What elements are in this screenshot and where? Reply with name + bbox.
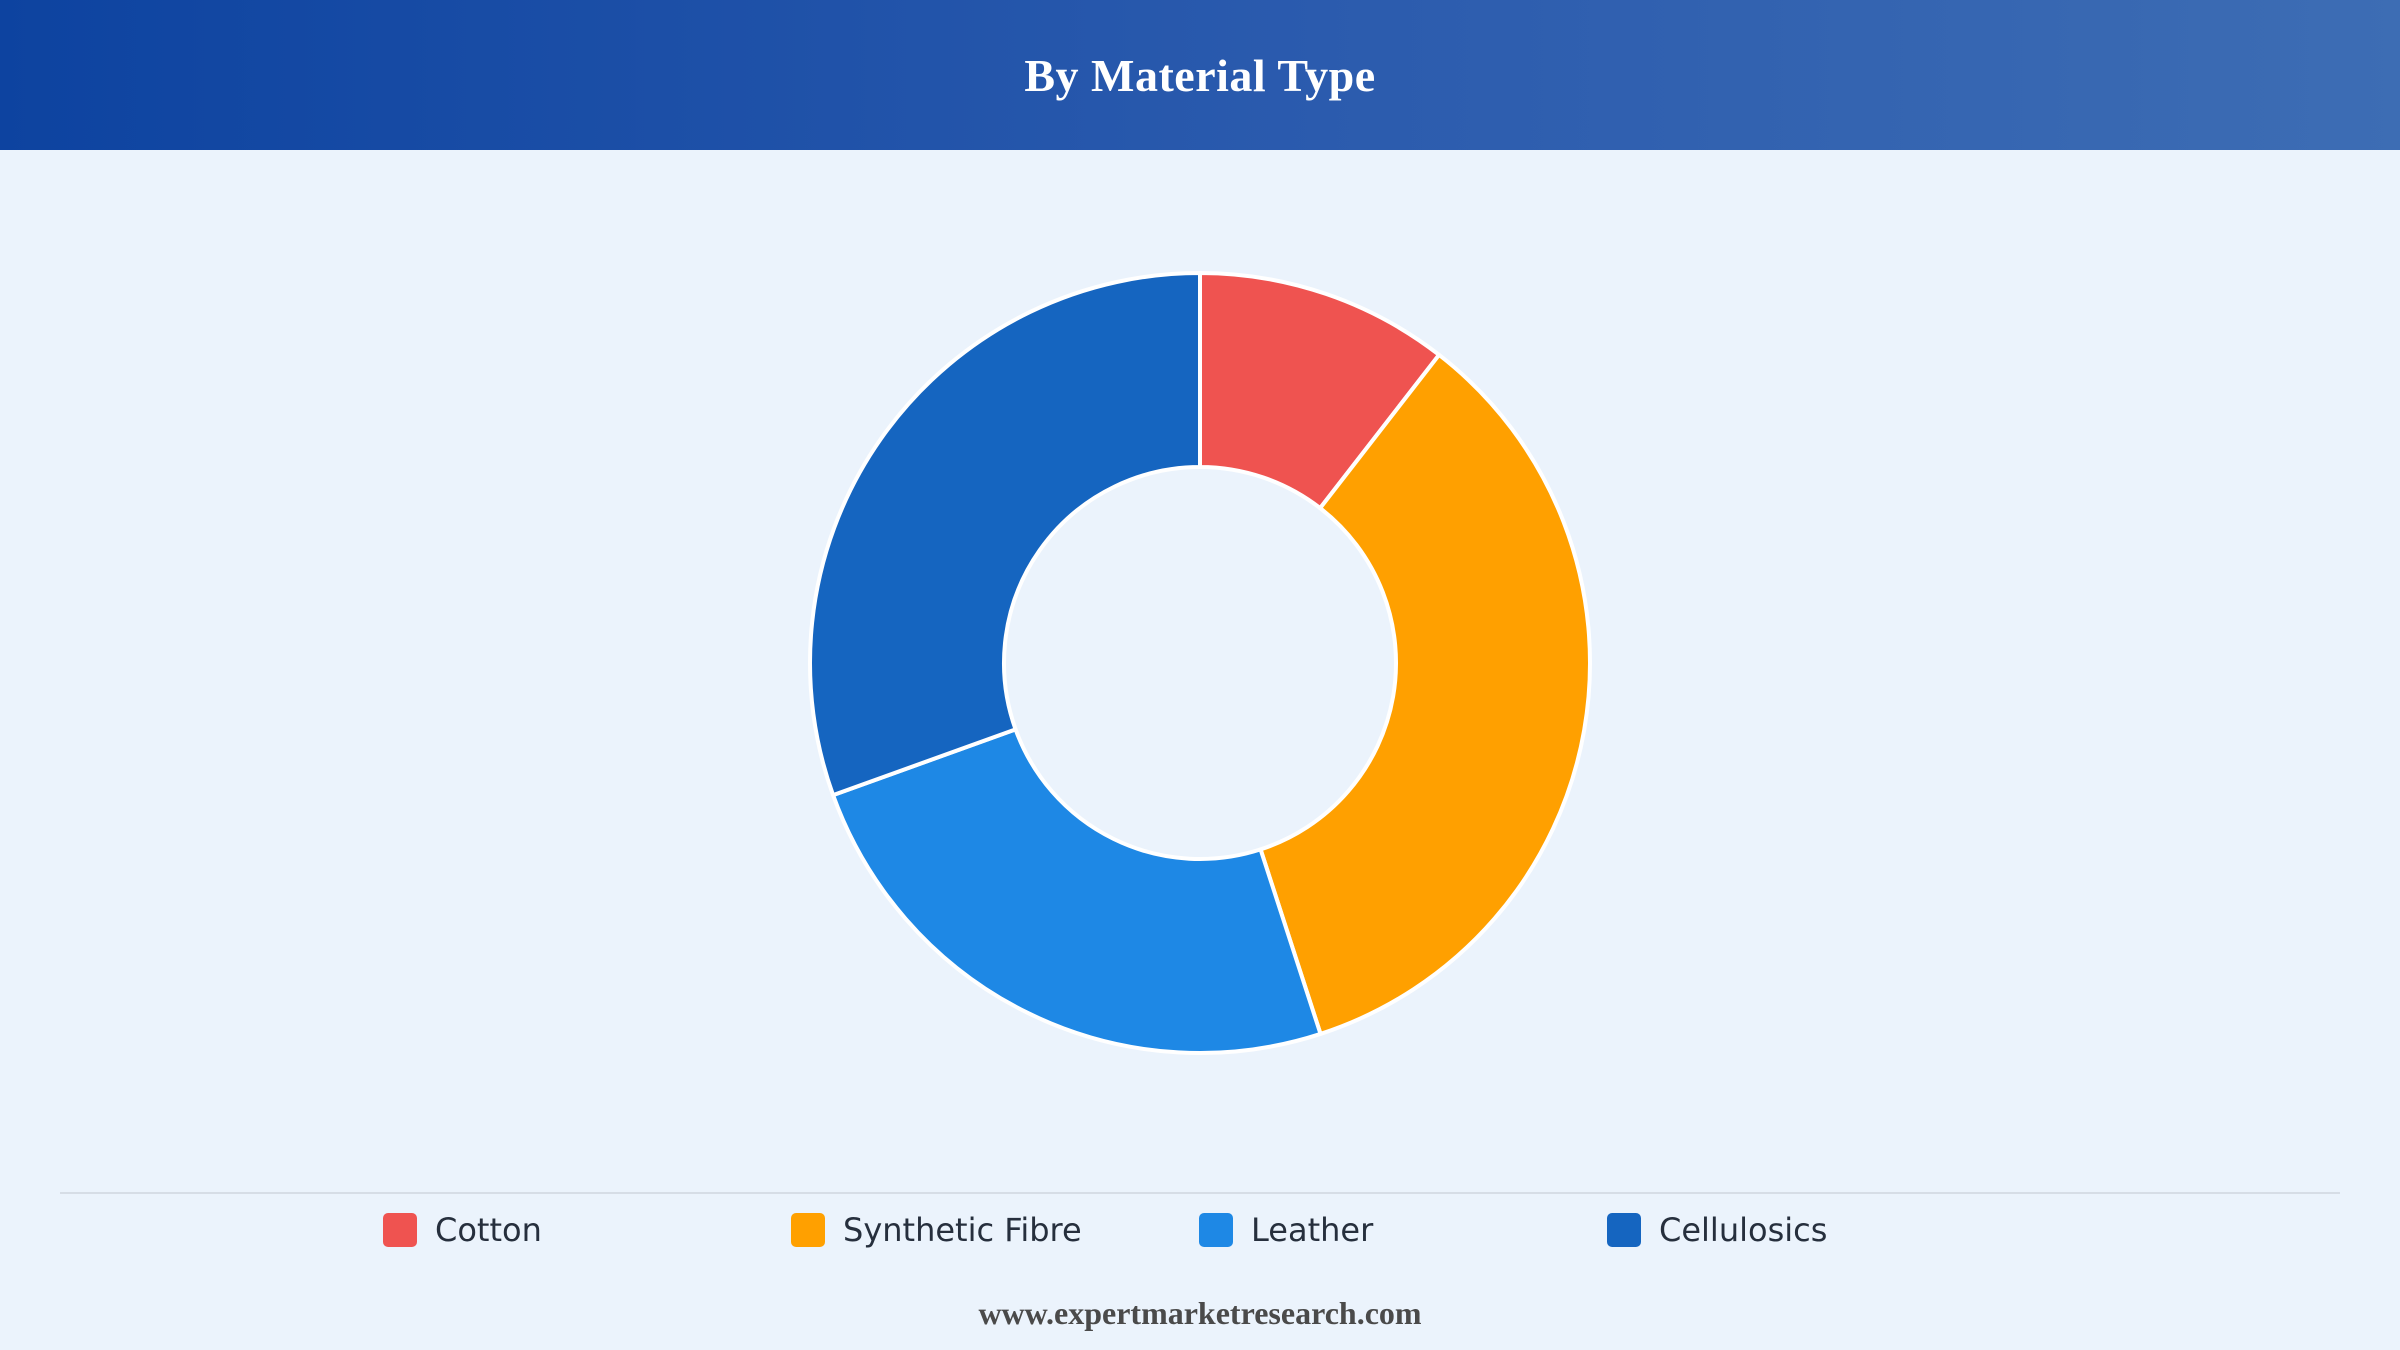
legend-swatch-leather bbox=[1199, 1213, 1233, 1247]
legend-item-cotton[interactable]: Cotton bbox=[383, 1208, 542, 1252]
donut-slice-synthetic-fibre[interactable] bbox=[1258, 352, 1592, 1036]
legend-item-synthetic-fibre[interactable]: Synthetic Fibre bbox=[791, 1208, 1082, 1252]
donut-slice-cellulosics[interactable] bbox=[808, 271, 1202, 798]
legend-label-leather: Leather bbox=[1251, 1211, 1374, 1249]
donut-chart bbox=[808, 271, 1592, 1055]
source-url: www.expertmarketresearch.com bbox=[978, 1295, 1422, 1331]
chart-legend: Cotton Synthetic Fibre Leather Cellulosi… bbox=[0, 1208, 2400, 1252]
chart-header: By Material Type bbox=[0, 0, 2400, 150]
legend-item-leather[interactable]: Leather bbox=[1199, 1208, 1373, 1252]
legend-swatch-synthetic-fibre bbox=[791, 1213, 825, 1247]
legend-swatch-cellulosics bbox=[1607, 1213, 1641, 1247]
chart-area bbox=[0, 150, 2400, 1180]
chart-title: By Material Type bbox=[1024, 49, 1376, 101]
legend-item-cellulosics[interactable]: Cellulosics bbox=[1607, 1208, 1827, 1252]
legend-swatch-cotton bbox=[383, 1213, 417, 1247]
legend-label-synthetic-fibre: Synthetic Fibre bbox=[843, 1211, 1082, 1249]
donut-slice-leather[interactable] bbox=[831, 727, 1323, 1055]
legend-divider bbox=[60, 1192, 2340, 1194]
legend-label-cellulosics: Cellulosics bbox=[1659, 1211, 1828, 1249]
legend-label-cotton: Cotton bbox=[435, 1211, 542, 1249]
